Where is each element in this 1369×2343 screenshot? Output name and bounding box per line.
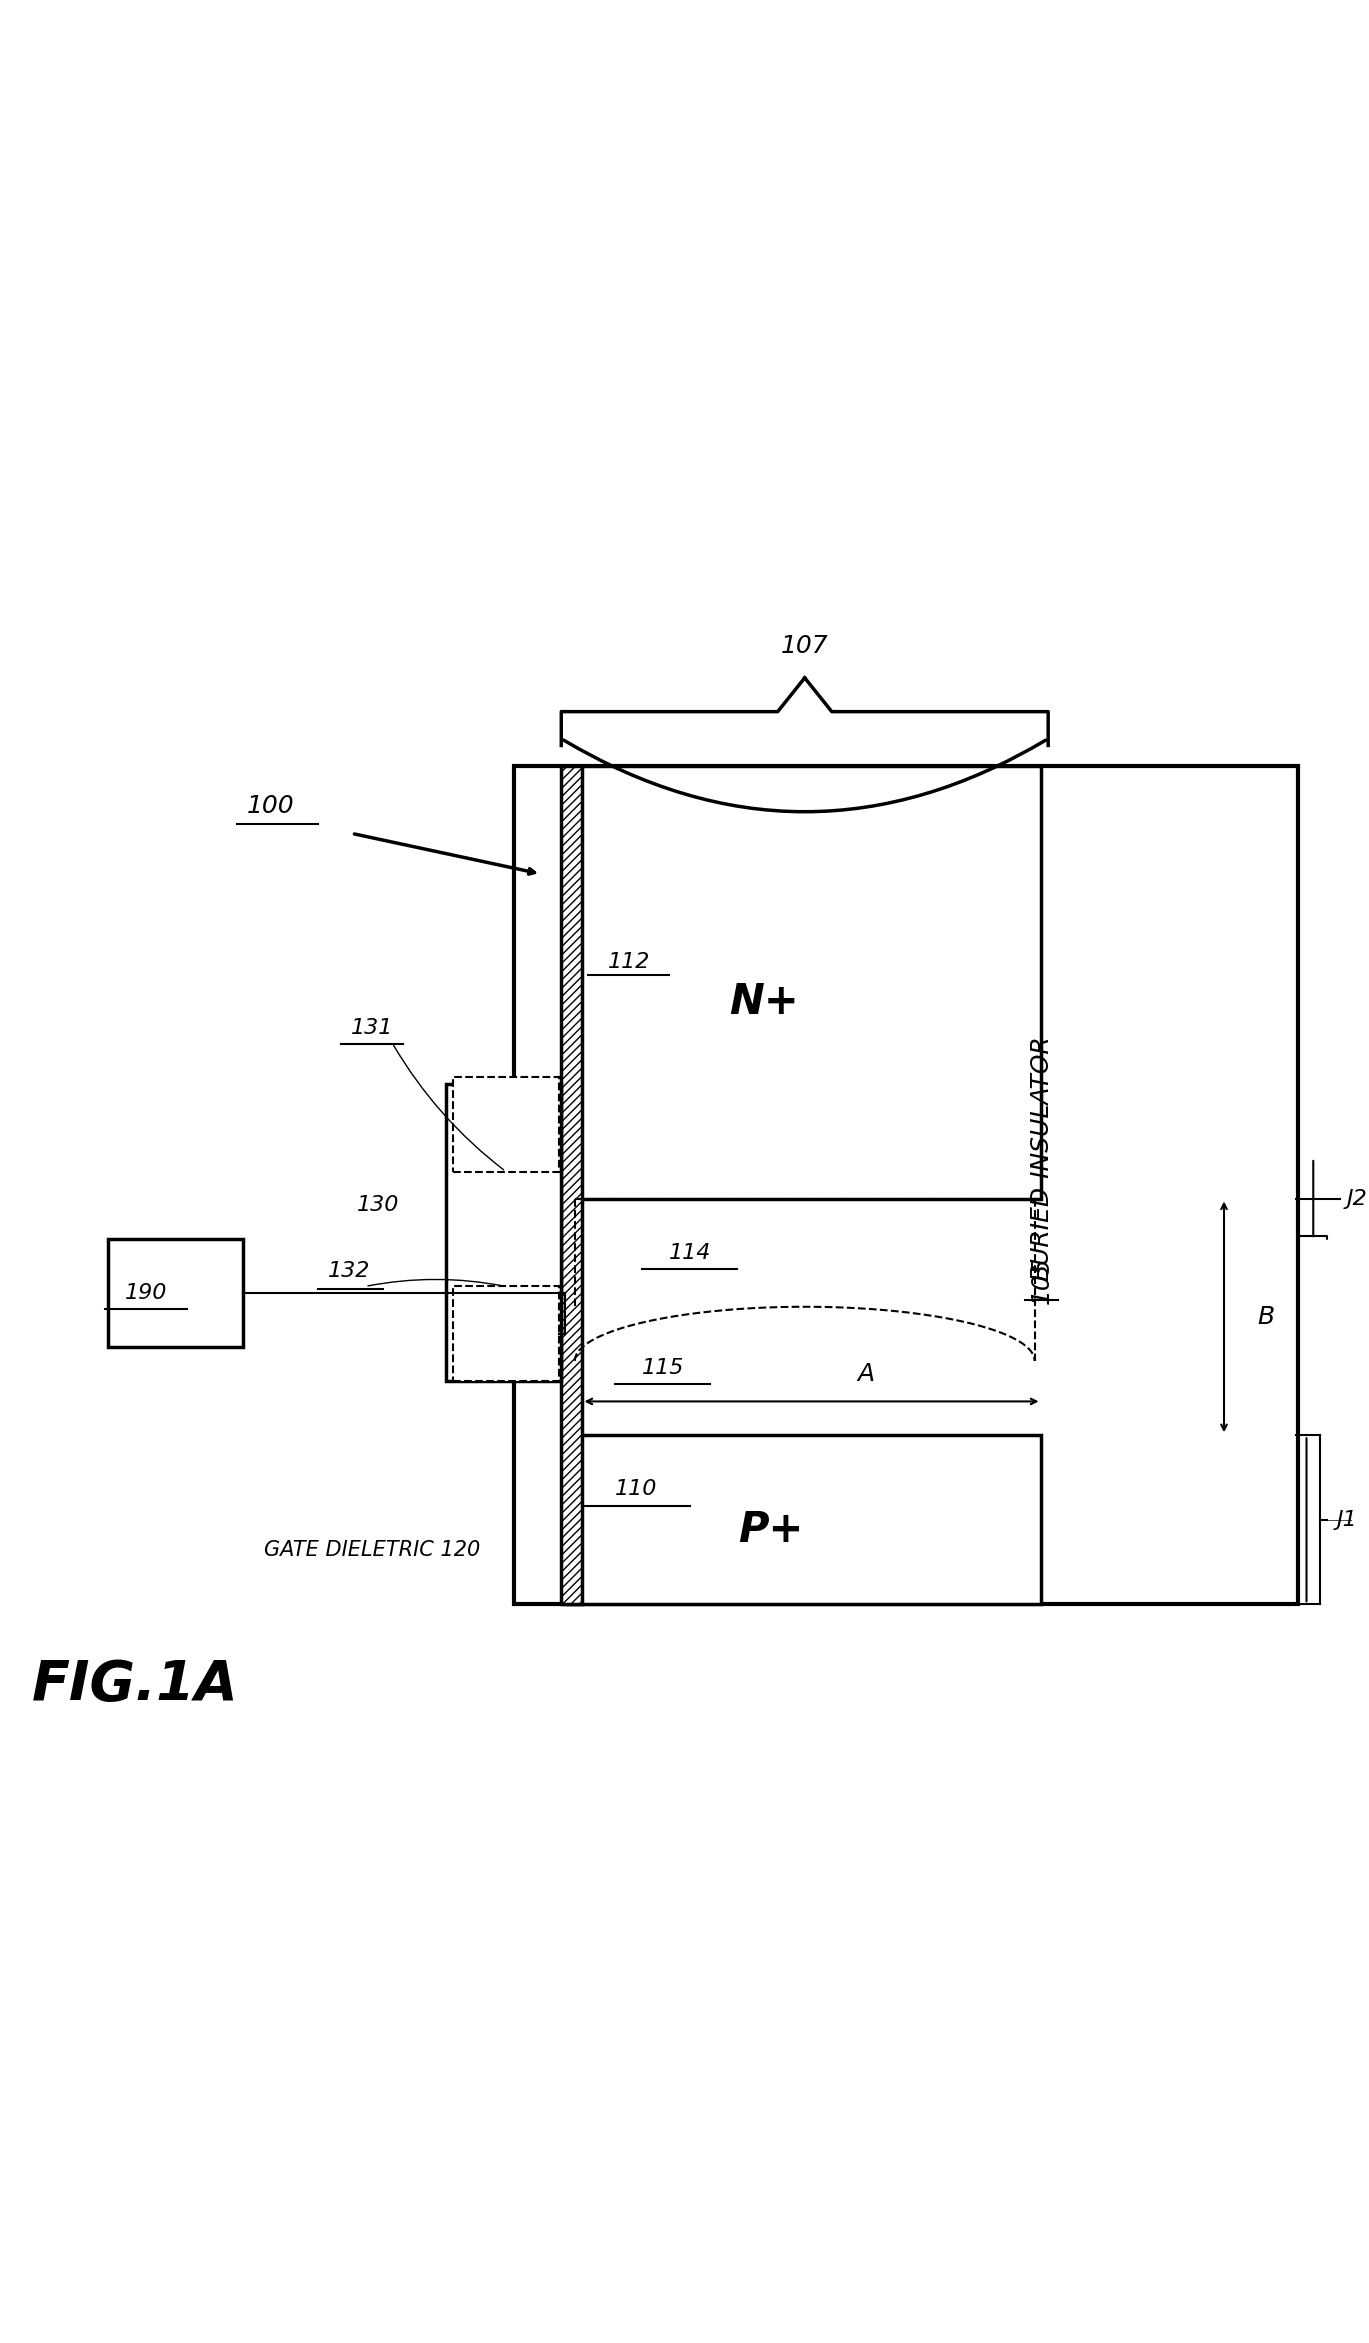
Bar bbox=[446, 1082, 561, 1380]
Text: 100: 100 bbox=[246, 794, 294, 818]
Text: B: B bbox=[1258, 1305, 1275, 1328]
Text: N+: N+ bbox=[730, 982, 799, 1024]
Bar bbox=[453, 1286, 559, 1380]
Text: 132: 132 bbox=[327, 1261, 370, 1282]
Text: 115: 115 bbox=[642, 1357, 684, 1378]
Text: J2: J2 bbox=[1347, 1188, 1368, 1209]
Bar bbox=[108, 1239, 244, 1347]
Text: 131: 131 bbox=[350, 1017, 393, 1038]
Text: 110: 110 bbox=[615, 1478, 657, 1500]
Text: P+: P+ bbox=[738, 1509, 804, 1551]
Bar bbox=[513, 766, 1298, 1605]
Text: A: A bbox=[857, 1361, 875, 1387]
Bar bbox=[568, 766, 1042, 1200]
Bar bbox=[453, 1078, 559, 1172]
Bar bbox=[561, 766, 582, 1605]
Text: BURIED-INSULATOR: BURIED-INSULATOR bbox=[1029, 1036, 1053, 1282]
Text: FIG.1A: FIG.1A bbox=[31, 1659, 238, 1713]
Text: 190: 190 bbox=[125, 1284, 167, 1303]
Text: 130: 130 bbox=[356, 1195, 398, 1216]
Bar bbox=[568, 1436, 1042, 1605]
Text: 105: 105 bbox=[1029, 1256, 1053, 1303]
Text: J1: J1 bbox=[1336, 1509, 1357, 1530]
Text: 107: 107 bbox=[780, 633, 828, 658]
Text: 114: 114 bbox=[668, 1242, 711, 1263]
Text: GATE DIELETRIC 120: GATE DIELETRIC 120 bbox=[264, 1539, 481, 1560]
Text: 112: 112 bbox=[608, 951, 650, 972]
